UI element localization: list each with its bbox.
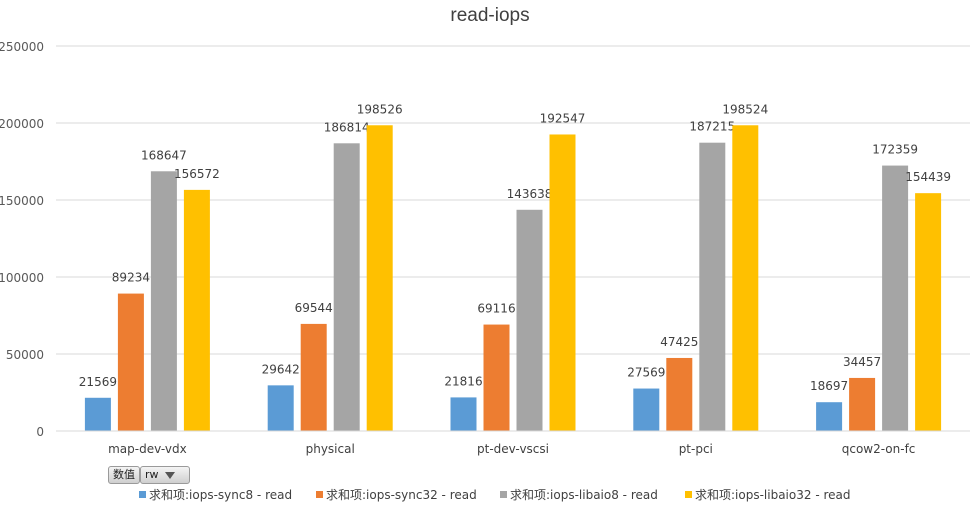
x-tick-label: physical [306, 442, 355, 456]
data-label: 172359 [872, 143, 918, 157]
legend-swatch [139, 491, 146, 498]
bar[interactable] [450, 397, 477, 431]
bar[interactable] [816, 402, 843, 431]
y-tick-label: 100000 [0, 271, 44, 285]
bar[interactable] [699, 142, 726, 431]
legend-label: 求和项:iops-sync32 - read [326, 488, 477, 502]
bar[interactable] [333, 143, 360, 431]
bar[interactable] [849, 377, 876, 431]
bar[interactable] [882, 165, 909, 431]
y-tick-label: 150000 [0, 194, 44, 208]
x-tick-label: pt-dev-vscsi [477, 442, 549, 456]
chart-title: read-iops [450, 5, 529, 26]
bar[interactable] [150, 171, 177, 431]
y-tick-label: 200000 [0, 117, 44, 131]
bar[interactable] [666, 357, 693, 431]
pivot-field-filter-button[interactable]: rw [140, 466, 190, 484]
x-tick-label: map-dev-vdx [108, 442, 187, 456]
pivot-field-label: rw [145, 468, 159, 481]
legend-label: 求和项:iops-libaio32 - read [695, 488, 851, 502]
pivot-values-button[interactable]: 数值 [108, 466, 140, 484]
filter-icon [165, 471, 176, 479]
bar[interactable] [300, 323, 327, 431]
data-label: 154439 [905, 170, 951, 184]
bar[interactable] [117, 293, 144, 431]
legend-swatch [685, 491, 692, 498]
bars: 21569 89234 168647 156572 29642 69544 186814 19… [79, 102, 951, 432]
x-tick-label: qcow2-on-fc [842, 442, 916, 456]
data-label: 29642 [262, 362, 300, 376]
data-label: 21569 [79, 375, 117, 389]
legend-swatch [316, 491, 323, 498]
data-label: 34457 [843, 355, 881, 369]
x-axis: map-dev-vdx physical pt-dev-vscsi pt-pci qco… [56, 430, 970, 456]
data-label: 89234 [112, 271, 150, 285]
legend-label: 求和项:iops-libaio8 - read [510, 488, 658, 502]
bar[interactable] [549, 134, 576, 432]
data-label: 192547 [540, 111, 586, 125]
y-axis: 0 50000 100000 150000 200000 250000 [0, 40, 44, 439]
x-tick-label: pt-pci [679, 442, 713, 456]
bar[interactable] [732, 125, 759, 431]
y-tick-label: 0 [36, 425, 44, 439]
data-label: 27569 [627, 366, 665, 380]
y-tick-label: 50000 [6, 348, 44, 362]
data-label: 47425 [660, 335, 698, 349]
bar[interactable] [633, 388, 660, 431]
bar[interactable] [267, 385, 294, 431]
bar[interactable] [84, 397, 111, 431]
pivot-values-label: 数值 [113, 468, 135, 481]
data-label: 156572 [174, 167, 220, 181]
data-label: 69116 [477, 302, 515, 316]
y-tick-label: 250000 [0, 40, 44, 54]
legend-swatch [500, 491, 507, 498]
bar[interactable] [483, 324, 510, 431]
bar[interactable] [366, 125, 393, 431]
bar[interactable] [516, 209, 543, 431]
data-label: 198524 [722, 102, 768, 116]
data-label: 187215 [689, 120, 735, 134]
data-label: 198526 [357, 102, 403, 116]
data-label: 143638 [507, 187, 553, 201]
data-label: 21816 [444, 374, 482, 388]
legend: 求和项:iops-sync8 - read 求和项:iops-sync32 - r… [139, 488, 851, 502]
legend-label: 求和项:iops-sync8 - read [149, 488, 292, 502]
bar[interactable] [915, 193, 942, 431]
data-label: 18697 [810, 379, 848, 393]
bar[interactable] [183, 189, 210, 431]
data-label: 69544 [295, 301, 333, 315]
data-label: 186814 [324, 120, 370, 134]
data-label: 168647 [141, 148, 187, 162]
